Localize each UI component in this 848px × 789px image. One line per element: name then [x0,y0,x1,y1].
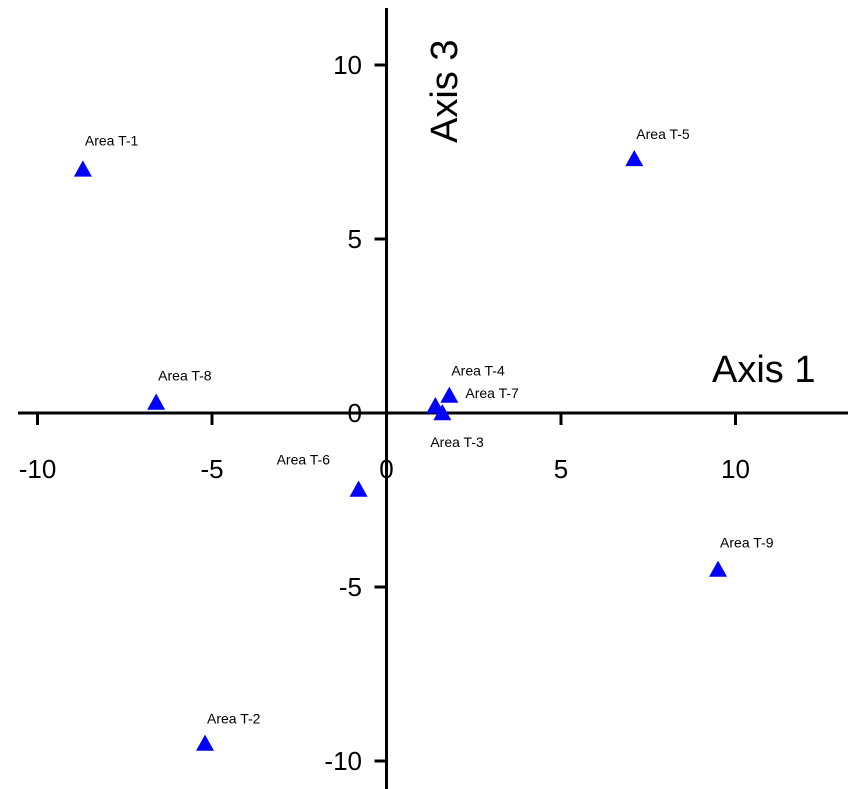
x-tick-label: 5 [554,454,568,484]
y-tick-label: 0 [348,398,362,428]
data-point-label: Area T-7 [465,385,519,401]
data-point-marker [73,160,92,177]
y-axis-title: Axis 3 [424,40,466,143]
data-point-label: Area T-3 [430,434,484,450]
data-point-marker [349,480,368,497]
data-point-label: Area T-4 [451,363,505,379]
ticks: -10 -5 0 5 10 -10 -5 0 5 10 [19,50,750,776]
data-point-label: Area T-8 [158,368,212,384]
x-tick-label: 10 [721,454,750,484]
data-point-label: Area T-2 [207,711,261,727]
data-points: Area T-1 Area T-2 Area T-3 Area T-4 Area T-5… [73,126,774,751]
x-tick-label: 0 [379,454,393,484]
x-tick-label: -5 [200,454,223,484]
data-point-marker [709,560,728,577]
data-point-marker [625,149,644,167]
x-axis-title: Axis 1 [712,349,815,391]
data-point-marker [426,397,445,414]
data-point-marker [196,734,215,751]
data-point-marker [440,386,459,403]
data-point-marker [147,393,166,410]
y-tick-label: 5 [348,224,362,254]
y-tick-label: -10 [324,746,362,776]
y-tick-label: 10 [333,50,362,80]
data-point-label: Area T-6 [277,452,331,468]
data-point-label: Area T-5 [636,126,690,142]
x-tick-label: -10 [19,454,57,484]
data-point-label: Area T-9 [720,535,774,551]
data-point-label: Area T-1 [85,132,139,148]
y-tick-label: -5 [339,572,362,602]
